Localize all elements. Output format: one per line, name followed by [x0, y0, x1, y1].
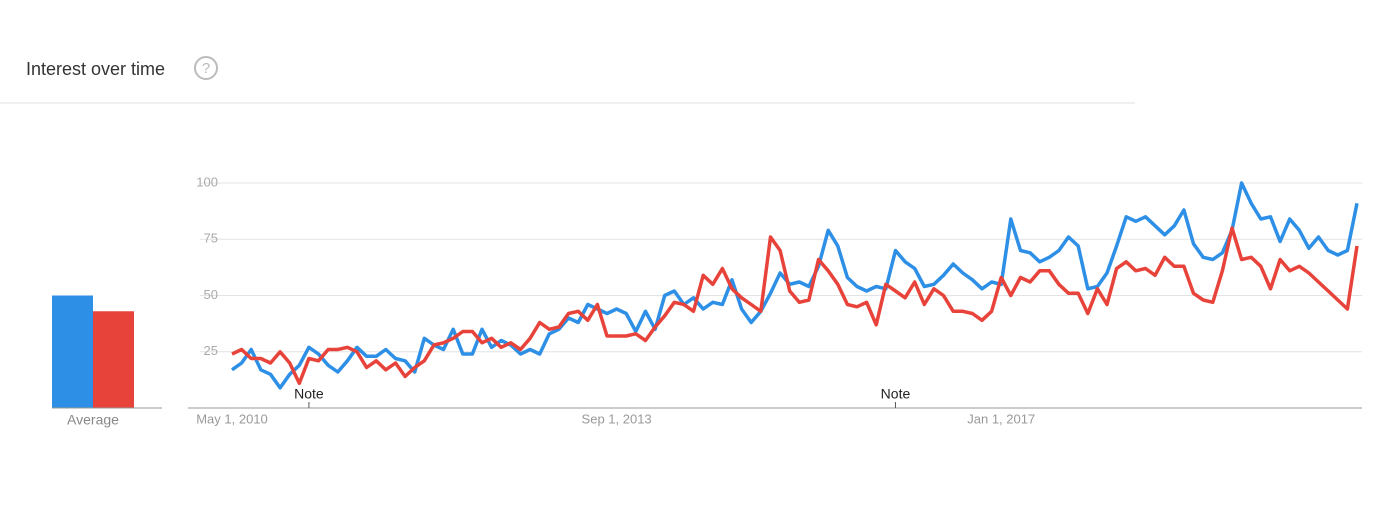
svg-text:?: ? — [202, 60, 210, 77]
x-tick-label: Sep 1, 2013 — [582, 411, 652, 426]
annotation: Note — [294, 386, 324, 402]
header-title: Interest over time — [26, 59, 165, 79]
series-line — [231, 226, 1359, 386]
x-tick-label: May 1, 2010 — [196, 411, 268, 426]
series-line — [230, 181, 1359, 390]
average-bar — [93, 311, 134, 408]
x-tick-label: Jan 1, 2017 — [967, 411, 1035, 426]
bar-label: Average — [67, 412, 119, 428]
help-icon[interactable]: ? — [194, 56, 218, 80]
y-tick-label: 50 — [204, 287, 218, 302]
y-tick-label: 100 — [196, 174, 218, 189]
y-tick-label: 25 — [204, 343, 218, 358]
y-tick-label: 75 — [204, 231, 218, 246]
average-bar — [52, 295, 93, 408]
annotation: Note — [881, 386, 911, 402]
